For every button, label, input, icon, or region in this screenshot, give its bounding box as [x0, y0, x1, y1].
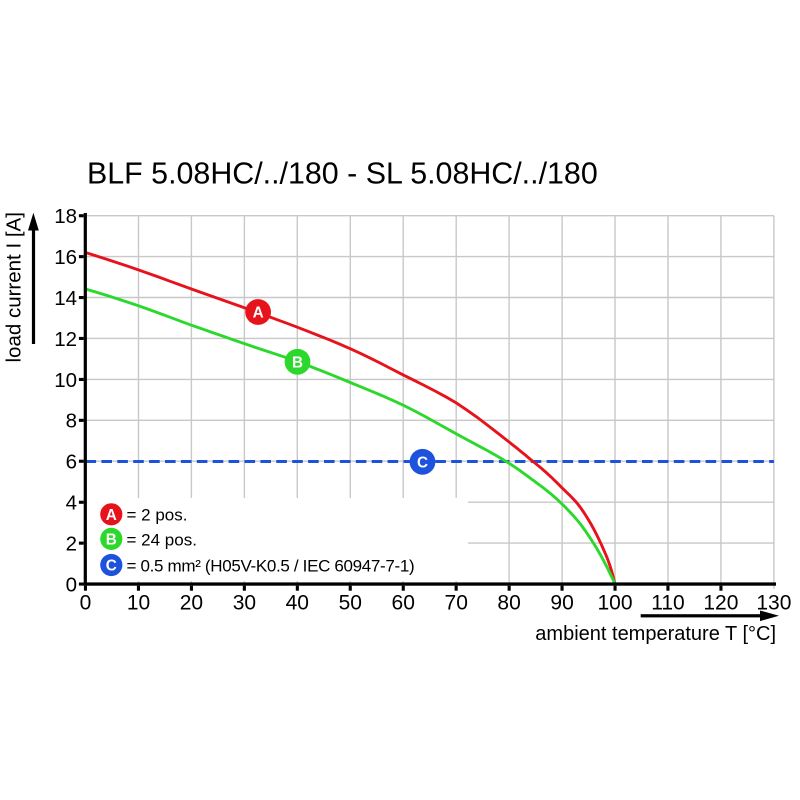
- svg-text:B: B: [292, 354, 303, 371]
- svg-text:40: 40: [286, 591, 309, 614]
- svg-text:C: C: [106, 558, 117, 575]
- svg-text:16: 16: [54, 246, 77, 269]
- svg-text:60: 60: [392, 591, 415, 614]
- svg-text:4: 4: [66, 492, 77, 515]
- svg-text:8: 8: [66, 410, 77, 433]
- svg-text:12: 12: [54, 328, 77, 351]
- svg-text:= 0.5 mm² (H05V-K0.5 / IEC 609: = 0.5 mm² (H05V-K0.5 / IEC 60947-7-1): [127, 556, 415, 575]
- svg-text:18: 18: [54, 205, 77, 228]
- svg-text:load current I [A]: load current I [A]: [3, 212, 26, 362]
- svg-text:= 2 pos.: = 2 pos.: [127, 505, 188, 524]
- svg-text:BLF 5.08HC/../180 - SL 5.08HC/: BLF 5.08HC/../180 - SL 5.08HC/../180: [87, 157, 598, 191]
- svg-text:130: 130: [756, 591, 791, 614]
- svg-text:0: 0: [66, 574, 77, 597]
- svg-text:= 24 pos.: = 24 pos.: [127, 530, 197, 549]
- svg-text:70: 70: [445, 591, 468, 614]
- svg-text:100: 100: [597, 591, 632, 614]
- svg-text:ambient temperature T [°C]: ambient temperature T [°C]: [535, 623, 776, 645]
- svg-text:6: 6: [66, 451, 77, 474]
- svg-text:2: 2: [66, 533, 77, 556]
- svg-text:90: 90: [550, 591, 573, 614]
- svg-text:14: 14: [54, 287, 77, 310]
- svg-text:50: 50: [339, 591, 362, 614]
- svg-text:C: C: [417, 454, 428, 471]
- svg-text:80: 80: [497, 591, 520, 614]
- svg-text:20: 20: [180, 591, 203, 614]
- svg-text:110: 110: [651, 591, 684, 614]
- svg-text:B: B: [106, 531, 117, 548]
- svg-text:30: 30: [233, 591, 256, 614]
- svg-text:A: A: [106, 507, 117, 524]
- svg-text:120: 120: [703, 591, 738, 614]
- svg-text:0: 0: [80, 591, 92, 614]
- svg-text:10: 10: [54, 369, 77, 392]
- svg-text:10: 10: [127, 591, 150, 614]
- svg-text:A: A: [253, 305, 264, 322]
